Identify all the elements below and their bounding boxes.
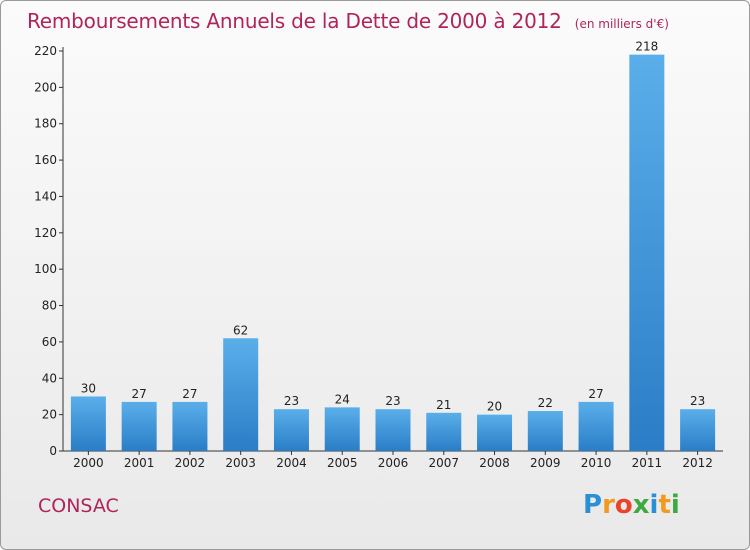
chart-title-main: Remboursements Annuels de la Dette de 20… bbox=[27, 9, 562, 33]
data-label: 24 bbox=[335, 392, 350, 406]
y-tick-label: 60 bbox=[42, 335, 57, 349]
y-tick-label: 180 bbox=[34, 117, 57, 131]
x-tick-label: 2001 bbox=[124, 456, 155, 470]
x-tick-label: 2004 bbox=[276, 456, 307, 470]
data-label: 20 bbox=[487, 400, 502, 414]
x-tick-label: 2002 bbox=[175, 456, 206, 470]
x-tick-label: 2005 bbox=[327, 456, 358, 470]
x-tick-label: 2011 bbox=[632, 456, 663, 470]
y-tick-label: 0 bbox=[49, 444, 57, 458]
x-tick-label: 2010 bbox=[581, 456, 612, 470]
city-label: CONSAC bbox=[38, 495, 119, 517]
chart-unit-note: (en milliers d'€) bbox=[574, 17, 669, 31]
y-tick-label: 160 bbox=[34, 153, 57, 167]
data-label: 23 bbox=[385, 394, 400, 408]
y-tick-label: 220 bbox=[34, 44, 57, 58]
chart-title: Remboursements Annuels de la Dette de 20… bbox=[27, 9, 669, 33]
data-label: 21 bbox=[436, 398, 451, 412]
bar bbox=[680, 409, 716, 451]
y-tick-label: 40 bbox=[42, 371, 57, 385]
bar bbox=[426, 412, 462, 451]
data-label: 27 bbox=[588, 387, 603, 401]
y-tick-label: 80 bbox=[42, 299, 57, 313]
data-label: 23 bbox=[690, 394, 705, 408]
bar bbox=[273, 409, 309, 451]
bar bbox=[70, 396, 106, 451]
y-tick-label: 140 bbox=[34, 189, 57, 203]
data-label: 27 bbox=[182, 387, 197, 401]
data-label: 62 bbox=[233, 323, 248, 337]
data-label: 30 bbox=[81, 381, 96, 395]
y-tick-label: 20 bbox=[42, 408, 57, 422]
data-label: 27 bbox=[132, 387, 147, 401]
x-tick-label: 2012 bbox=[682, 456, 713, 470]
x-tick-label: 2007 bbox=[428, 456, 459, 470]
data-label: 218 bbox=[635, 40, 658, 54]
x-tick-label: 2009 bbox=[530, 456, 561, 470]
y-tick-label: 120 bbox=[34, 226, 57, 240]
bar bbox=[375, 409, 411, 451]
data-label: 23 bbox=[284, 394, 299, 408]
bar bbox=[578, 401, 614, 451]
x-tick-label: 2000 bbox=[73, 456, 104, 470]
bar bbox=[477, 414, 513, 451]
data-label: 22 bbox=[538, 396, 553, 410]
x-tick-label: 2008 bbox=[479, 456, 510, 470]
bar bbox=[527, 411, 563, 451]
bar bbox=[629, 54, 665, 452]
y-tick-label: 100 bbox=[34, 262, 57, 276]
bar bbox=[121, 401, 157, 451]
bar bbox=[324, 407, 360, 451]
x-tick-label: 2006 bbox=[378, 456, 409, 470]
y-tick-label: 200 bbox=[34, 80, 57, 94]
proxiti-logo: Proxiti bbox=[583, 490, 680, 520]
bar bbox=[172, 401, 208, 451]
x-tick-label: 2003 bbox=[225, 456, 256, 470]
bar bbox=[223, 338, 259, 451]
